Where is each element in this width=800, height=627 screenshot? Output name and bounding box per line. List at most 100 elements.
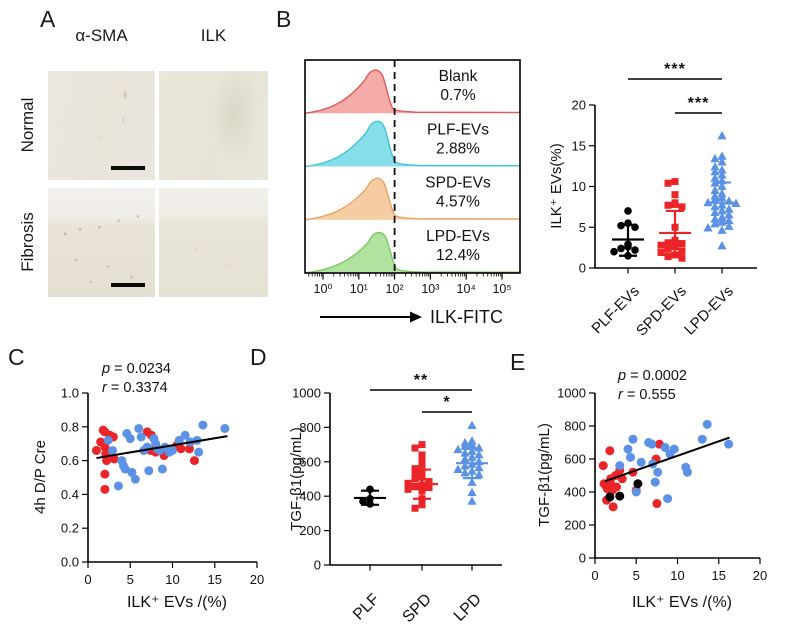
trend-line — [96, 435, 228, 460]
data-point — [702, 419, 712, 429]
data-point — [474, 449, 484, 459]
histogram-name: LPD-EVs — [426, 228, 490, 245]
data-point — [418, 460, 426, 468]
data-point — [710, 166, 720, 176]
x-tick-label: 10³ — [421, 282, 439, 296]
data-point — [418, 441, 426, 449]
data-point — [113, 481, 123, 491]
panel-e-label: E — [510, 349, 526, 375]
data-point — [134, 423, 144, 433]
data-point — [724, 221, 734, 230]
data-point — [664, 253, 672, 261]
data-point — [652, 499, 662, 509]
x-tick-label: 5 — [127, 572, 134, 587]
histogram-percent: 2.88% — [436, 140, 480, 157]
data-point — [474, 462, 484, 472]
histogram-percent: 0.7% — [440, 87, 476, 104]
data-point — [411, 504, 419, 512]
histogram-outline-SPD-EVs — [304, 177, 521, 221]
stat-text: p = 0.0234 — [101, 361, 171, 377]
data-point — [174, 435, 184, 445]
x-axis-title: ILK⁺ EVs /(%) — [632, 594, 732, 611]
data-point — [411, 483, 419, 491]
data-point — [657, 241, 665, 249]
data-point — [157, 464, 167, 474]
data-point — [460, 467, 470, 477]
data-point — [359, 497, 367, 506]
data-point — [411, 444, 419, 452]
panel-c-label: C — [8, 344, 25, 370]
data-point — [671, 178, 679, 186]
data-point — [669, 444, 679, 454]
panel-d-label: D — [250, 344, 267, 370]
histogram-percent: 12.4% — [436, 247, 480, 264]
data-point — [724, 210, 734, 219]
data-point — [710, 173, 720, 182]
x-tick-label: 0 — [84, 572, 91, 587]
significance-stars: *** — [688, 95, 710, 112]
panel-a-label: A — [40, 6, 56, 32]
stat-text: r = 0.3374 — [102, 380, 168, 396]
data-point — [125, 434, 135, 444]
data-point — [460, 448, 470, 457]
data-point — [467, 439, 477, 448]
histogram-fill-PLF-EVs — [305, 121, 520, 167]
significance-stars: * — [443, 394, 450, 411]
x-group-label: LPD-EVs — [681, 283, 737, 339]
data-point — [180, 430, 190, 440]
data-point — [404, 485, 412, 493]
data-point — [623, 444, 633, 454]
data-point — [605, 492, 615, 502]
data-point — [136, 432, 146, 442]
histogram-name: Blank — [439, 68, 478, 85]
x-tick-label: 15 — [208, 572, 222, 587]
y-tick-label: 400 — [564, 485, 586, 500]
y-tick-label: 600 — [299, 454, 321, 469]
x-tick-label: 10⁵ — [492, 282, 511, 296]
y-tick-label: 5 — [579, 220, 586, 235]
data-point — [109, 454, 119, 464]
tgfb1-dot-plot: 0 200 400 600 800 1000 TGF-β1(pg/mL) PLF SPD LPD *… — [288, 372, 502, 626]
data-point — [467, 496, 477, 505]
data-point — [467, 477, 477, 486]
data-point — [717, 165, 727, 174]
data-point — [678, 247, 686, 255]
panel-b-label: B — [276, 6, 292, 32]
histogram-outline-Blank — [304, 69, 521, 114]
x-tick-label: 10 — [670, 568, 684, 583]
data-point — [108, 445, 118, 455]
data-point — [678, 203, 686, 211]
data-point — [144, 466, 154, 476]
data-point — [717, 130, 727, 140]
ihc-image-fibrosis-ilk — [159, 188, 268, 297]
y-axis-title: TGF-β1(pg/mL) — [536, 423, 553, 527]
data-point — [724, 439, 734, 449]
data-point — [697, 434, 707, 444]
data-point — [664, 179, 672, 187]
x-tick-label: 15 — [712, 568, 726, 583]
data-point — [724, 204, 734, 213]
plot-frame — [304, 59, 521, 274]
y-tick-label: 0 — [579, 261, 586, 276]
data-point — [717, 157, 727, 166]
y-tick-label: 0.0 — [61, 555, 79, 570]
data-point — [678, 240, 686, 248]
histogram-fill-Blank — [305, 69, 520, 114]
histogram-name: SPD-EVs — [425, 175, 491, 192]
x-tick-label: 10⁴ — [457, 282, 476, 296]
data-point — [624, 207, 632, 215]
ihc-image-fibrosis-asma — [48, 188, 155, 297]
data-point — [467, 487, 477, 497]
y-tick-label: 0.6 — [61, 453, 79, 468]
y-tick-label: 15 — [572, 138, 586, 153]
data-point — [650, 477, 660, 487]
x-tick-label: 10¹ — [350, 282, 368, 296]
data-point — [474, 469, 484, 479]
data-point — [418, 451, 426, 459]
data-point — [460, 441, 470, 450]
y-tick-label: 1.0 — [61, 386, 79, 401]
panel-a-row-normal: Normal — [18, 97, 37, 153]
data-point — [91, 445, 101, 455]
data-point — [647, 439, 657, 449]
